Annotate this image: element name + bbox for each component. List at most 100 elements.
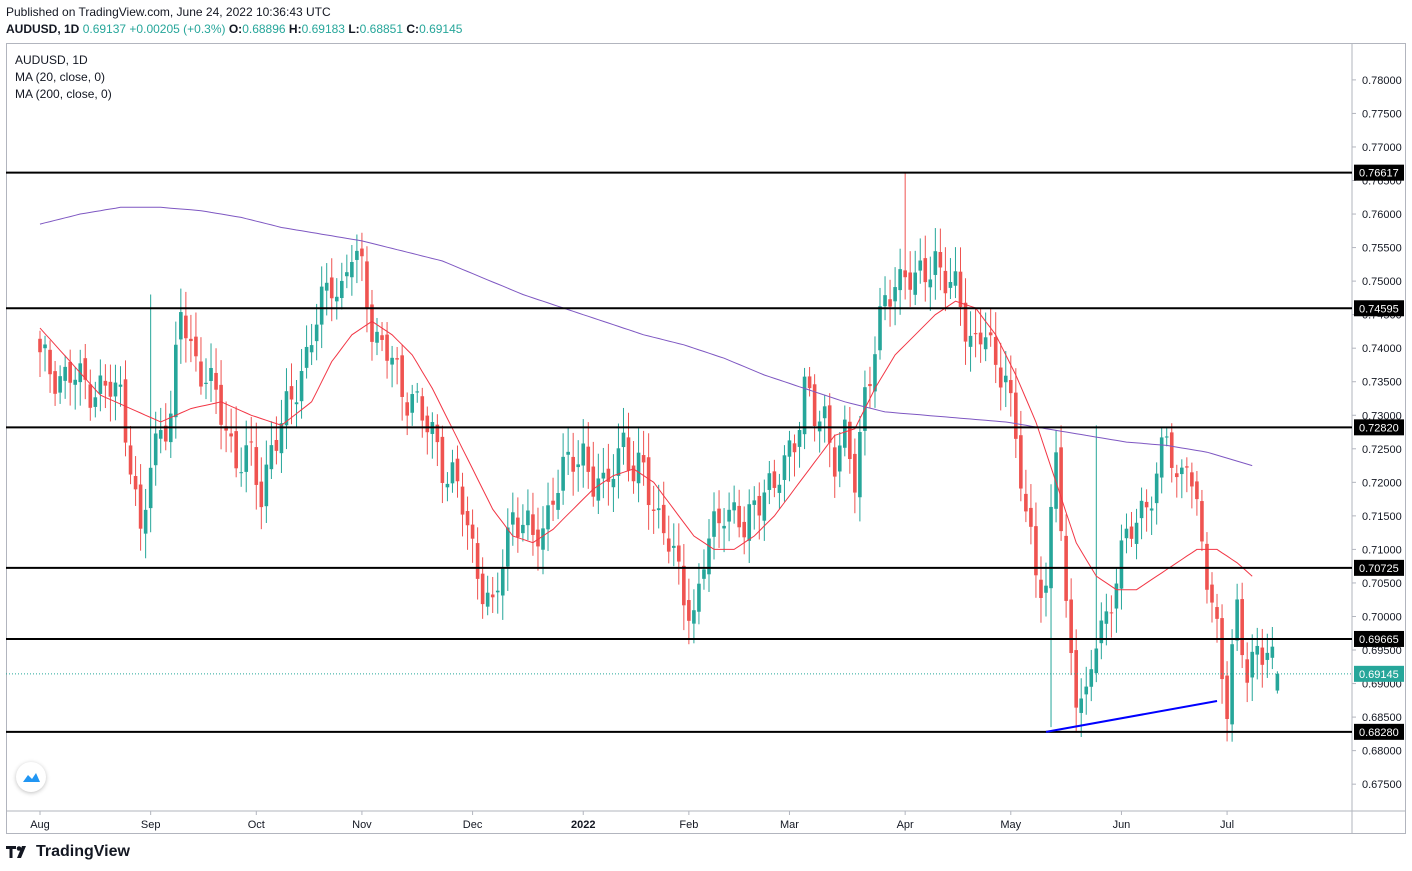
- candle-body: [938, 252, 943, 268]
- y-tick-label: 0.68000: [1362, 746, 1402, 758]
- level-tag: [1354, 559, 1404, 576]
- price-chart[interactable]: 0.780000.775000.770000.765000.760000.755…: [6, 43, 1406, 834]
- candle-body: [661, 504, 666, 534]
- candle-body: [1054, 452, 1058, 509]
- candle-body: [73, 379, 78, 385]
- candle-body: [516, 517, 520, 538]
- candle-body: [224, 426, 228, 431]
- candle-body: [1270, 646, 1275, 658]
- last-price-tag-label: 0.69145: [1359, 669, 1399, 681]
- candle-body: [68, 361, 72, 383]
- candle-body: [631, 465, 636, 482]
- candle-body: [244, 445, 249, 472]
- candle-body: [626, 437, 631, 471]
- candle-body: [1260, 647, 1265, 665]
- candle-body: [606, 468, 611, 482]
- legend-ma20[interactable]: MA (20, close, 0): [15, 70, 106, 84]
- candle-body: [978, 332, 983, 345]
- candle-body: [807, 376, 812, 389]
- candle-body: [918, 260, 923, 271]
- candle-body: [309, 345, 314, 353]
- symbol-label[interactable]: AUDUSD, 1D: [6, 22, 80, 36]
- candle-body: [1059, 447, 1063, 532]
- candle-body: [53, 371, 57, 394]
- candle-body: [128, 445, 133, 475]
- y-tick-label: 0.69500: [1362, 645, 1402, 657]
- x-tick-label: Jul: [1220, 819, 1234, 831]
- candle-body: [1180, 467, 1184, 475]
- price-change: +0.00205 (+0.3%): [129, 22, 226, 36]
- candle-body: [1069, 599, 1073, 654]
- legend-ma200[interactable]: MA (200, close, 0): [15, 87, 112, 101]
- candle-body: [968, 335, 973, 347]
- legend-title[interactable]: AUDUSD, 1D: [15, 53, 88, 67]
- chart-frame[interactable]: 0.78000 0.77500 0.77000 0.76500 0.76000 0.755…: [6, 43, 1406, 834]
- candle-body: [1169, 432, 1174, 468]
- candle-body: [219, 384, 223, 425]
- candle-body: [777, 484, 782, 493]
- candle-body: [943, 270, 948, 294]
- candle-body: [1014, 392, 1018, 439]
- high-value: 0.69183: [301, 22, 345, 36]
- candle-body: [983, 337, 988, 350]
- candle-body: [370, 304, 374, 342]
- candle-body: [616, 448, 621, 476]
- candle-body: [687, 600, 691, 621]
- candle-body: [470, 524, 475, 539]
- x-tick-label: Nov: [352, 819, 372, 831]
- candle-body: [204, 382, 208, 384]
- low-label: L:: [348, 22, 360, 36]
- candle-body: [264, 464, 269, 507]
- candle-body: [108, 381, 113, 397]
- candle-body: [440, 436, 445, 483]
- candle-body: [988, 332, 993, 336]
- level-tag: [1354, 723, 1404, 740]
- y-tick-label: 0.72500: [1362, 444, 1402, 456]
- candle-body: [1084, 686, 1089, 695]
- level-tag-label: 0.70725: [1359, 563, 1399, 575]
- candle-body: [1008, 380, 1013, 394]
- y-tick-label: 0.68500: [1362, 712, 1402, 724]
- tradingview-cloud-icon[interactable]: [16, 762, 46, 792]
- candle-body: [360, 248, 364, 257]
- candle-body: [83, 358, 88, 380]
- candle-body: [656, 508, 661, 511]
- candle-body: [1124, 528, 1129, 539]
- candle-body: [148, 467, 153, 509]
- candle-body: [48, 349, 52, 375]
- candle-body: [415, 391, 420, 393]
- candle-body: [410, 394, 415, 413]
- candle-body: [727, 509, 731, 522]
- candle-body: [581, 443, 586, 466]
- candle-body: [184, 315, 188, 339]
- x-tick-label: Jun: [1113, 819, 1131, 831]
- candle-body: [898, 269, 902, 291]
- candle-body: [194, 336, 198, 357]
- y-tick-label: 0.71500: [1362, 511, 1402, 523]
- candle-body: [1099, 620, 1104, 644]
- candle-body: [279, 423, 284, 454]
- candle-body: [521, 524, 525, 534]
- candle-body: [239, 472, 243, 474]
- candle-body: [651, 509, 656, 511]
- candle-body: [963, 302, 968, 342]
- candle-body: [490, 594, 495, 598]
- candle-body: [1119, 540, 1124, 589]
- candle-body: [385, 334, 389, 361]
- candle-body: [1205, 543, 1209, 590]
- candle-body: [1134, 522, 1139, 544]
- candle-body: [752, 500, 757, 505]
- x-tick-label: Sep: [141, 819, 161, 831]
- level-tag: [1354, 300, 1404, 317]
- level-tag-label: 0.76617: [1359, 168, 1399, 180]
- candle-body: [214, 372, 218, 390]
- candle-body: [329, 277, 334, 299]
- support-trendline: [1045, 700, 1218, 733]
- candle-body: [1044, 585, 1048, 593]
- candle-body: [757, 495, 762, 516]
- y-tick-label: 0.76000: [1362, 209, 1402, 221]
- candle-body: [1089, 669, 1094, 687]
- candle-body: [732, 502, 736, 511]
- candle-body: [395, 358, 399, 360]
- candle-body: [1129, 526, 1134, 539]
